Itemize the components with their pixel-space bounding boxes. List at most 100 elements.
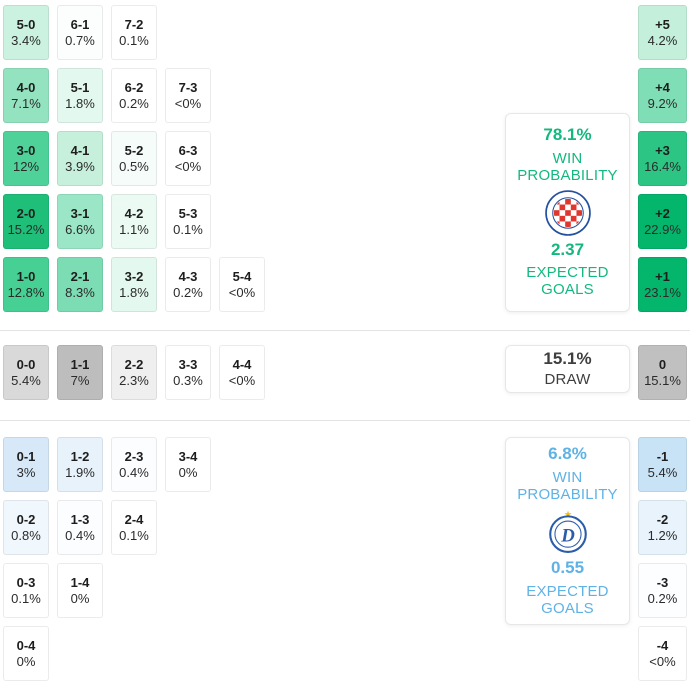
margin-probability: 9.2% (647, 96, 678, 111)
score-label: 0-0 (16, 357, 36, 372)
margin-probability: 0.2% (647, 591, 678, 606)
score-label: 5-0 (16, 17, 36, 32)
score-grid: 0-0 5.4% 1-1 7% 2-2 2.3% 3-3 0.3% 4-4 <0% (3, 345, 690, 400)
score-cell: 3-3 0.3% (165, 345, 211, 400)
score-label: 3-4 (178, 449, 198, 464)
score-probability: 0.1% (119, 33, 149, 48)
margin-label: -3 (656, 575, 669, 590)
score-probability: 1.1% (119, 222, 149, 237)
away-win-section: 0-1 3% 1-2 1.9% 2-3 0.4% 3-4 0% 0-2 0.8% 1-3 0.4% 2-… (0, 437, 690, 681)
draw-section: 0-0 5.4% 1-1 7% 2-2 2.3% 3-3 0.3% 4-4 <0% 0 15.1% … (0, 345, 690, 400)
score-label: 6-2 (124, 80, 144, 95)
score-label: 3-0 (16, 143, 36, 158)
score-row: 0-0 5.4% 1-1 7% 2-2 2.3% 3-3 0.3% 4-4 <0% (3, 345, 690, 400)
score-label: 6-3 (178, 143, 198, 158)
score-cell: 5-2 0.5% (111, 131, 157, 186)
score-probability: 0.4% (65, 528, 95, 543)
score-probability: 7% (70, 373, 90, 388)
score-label: 6-1 (70, 17, 90, 32)
score-cell: 4-3 0.2% (165, 257, 211, 312)
score-cell: 1-2 1.9% (57, 437, 103, 492)
margin-column: +5 4.2% +4 9.2% +3 16.4% +2 22.9% +1 23.1% (638, 5, 687, 312)
goal-margin-cell: -3 0.2% (638, 563, 687, 618)
score-probability: 0.8% (11, 528, 41, 543)
score-row: 2-0 15.2% 3-1 6.6% 4-2 1.1% 5-3 0.1% (3, 194, 690, 249)
score-cell: 0-2 0.8% (3, 500, 49, 555)
score-cell: 4-2 1.1% (111, 194, 157, 249)
score-cell: 5-3 0.1% (165, 194, 211, 249)
score-row: 0-1 3% 1-2 1.9% 2-3 0.4% 3-4 0% (3, 437, 690, 492)
score-cell: 0-1 3% (3, 437, 49, 492)
score-cell: 1-1 7% (57, 345, 103, 400)
svg-text:D: D (560, 525, 575, 546)
score-cell: 3-2 1.8% (111, 257, 157, 312)
score-probability: 12% (12, 159, 40, 174)
score-label: 2-3 (124, 449, 144, 464)
margin-label: -1 (656, 449, 669, 464)
score-label: 7-2 (124, 17, 144, 32)
score-probability: 0.1% (173, 222, 203, 237)
score-probability: 0.2% (119, 96, 149, 111)
score-cell: 5-1 1.8% (57, 68, 103, 123)
score-label: 1-0 (16, 269, 36, 284)
score-label: 1-1 (70, 357, 90, 372)
score-cell: 2-3 0.4% (111, 437, 157, 492)
svg-text:★: ★ (563, 508, 571, 519)
score-label: 4-2 (124, 206, 144, 221)
score-row: 5-0 3.4% 6-1 0.7% 7-2 0.1% (3, 5, 690, 60)
score-label: 4-1 (70, 143, 90, 158)
score-label: 0-2 (16, 512, 36, 527)
score-cell: 4-0 7.1% (3, 68, 49, 123)
away-win-panel: 6.8% WIN PROBABILITY ★ D 0.55 EXPECTED G… (505, 437, 630, 625)
margin-column: 0 15.1% (638, 345, 687, 400)
score-label: 7-3 (178, 80, 198, 95)
score-row: 0-4 0% (3, 626, 690, 681)
dinamo-minsk-crest-icon: ★ D (545, 508, 591, 554)
score-label: 5-3 (178, 206, 198, 221)
score-label: 4-4 (232, 357, 252, 372)
score-cell: 5-0 3.4% (3, 5, 49, 60)
margin-probability: 16.4% (644, 159, 681, 174)
score-label: 1-2 (70, 449, 90, 464)
score-probability: 0% (178, 465, 198, 480)
score-probability: 15.2% (7, 222, 45, 237)
margin-label: +3 (655, 143, 670, 158)
score-label: 3-2 (124, 269, 144, 284)
margin-probability: <0% (649, 654, 676, 669)
score-probability: 8.3% (65, 285, 95, 300)
home-win-section: 5-0 3.4% 6-1 0.7% 7-2 0.1% 4-0 7.1% 5-1 1.8% 6-2 0.… (0, 5, 690, 312)
goal-margin-cell: 0 15.1% (638, 345, 687, 400)
margin-probability: 22.9% (644, 222, 681, 237)
score-label: 0-3 (16, 575, 36, 590)
score-probability: 1.9% (65, 465, 95, 480)
margin-probability: 4.2% (647, 33, 678, 48)
goal-margin-cell: +3 16.4% (638, 131, 687, 186)
goal-margin-cell: +1 23.1% (638, 257, 687, 312)
expected-goals-value: 0.55 (550, 558, 585, 577)
score-cell: 1-3 0.4% (57, 500, 103, 555)
section-divider (0, 330, 690, 331)
score-probability: 2.3% (119, 373, 149, 388)
score-cell: 2-2 2.3% (111, 345, 157, 400)
score-cell: 1-0 12.8% (3, 257, 49, 312)
score-probability: 7.1% (11, 96, 41, 111)
score-grid: 0-1 3% 1-2 1.9% 2-3 0.4% 3-4 0% 0-2 0.8% 1-3 0.4% 2-… (3, 437, 690, 681)
win-probability-value: 78.1% (543, 125, 592, 145)
score-probability: <0% (228, 285, 256, 300)
score-cell: 2-0 15.2% (3, 194, 49, 249)
score-label: 4-3 (178, 269, 198, 284)
margin-probability: 23.1% (644, 285, 681, 300)
score-cell: 5-4 <0% (219, 257, 265, 312)
score-probability: 5.4% (11, 373, 41, 388)
score-label: 0-4 (16, 638, 36, 653)
goal-margin-cell: +5 4.2% (638, 5, 687, 60)
score-probability: 0.1% (11, 591, 41, 606)
score-label: 3-1 (70, 206, 90, 221)
score-cell: 3-1 6.6% (57, 194, 103, 249)
score-probability: 1.8% (65, 96, 95, 111)
score-probability: <0% (174, 159, 202, 174)
score-cell: 0-0 5.4% (3, 345, 49, 400)
score-label: 0-1 (16, 449, 36, 464)
score-label: 4-0 (16, 80, 36, 95)
goal-margin-cell: -2 1.2% (638, 500, 687, 555)
